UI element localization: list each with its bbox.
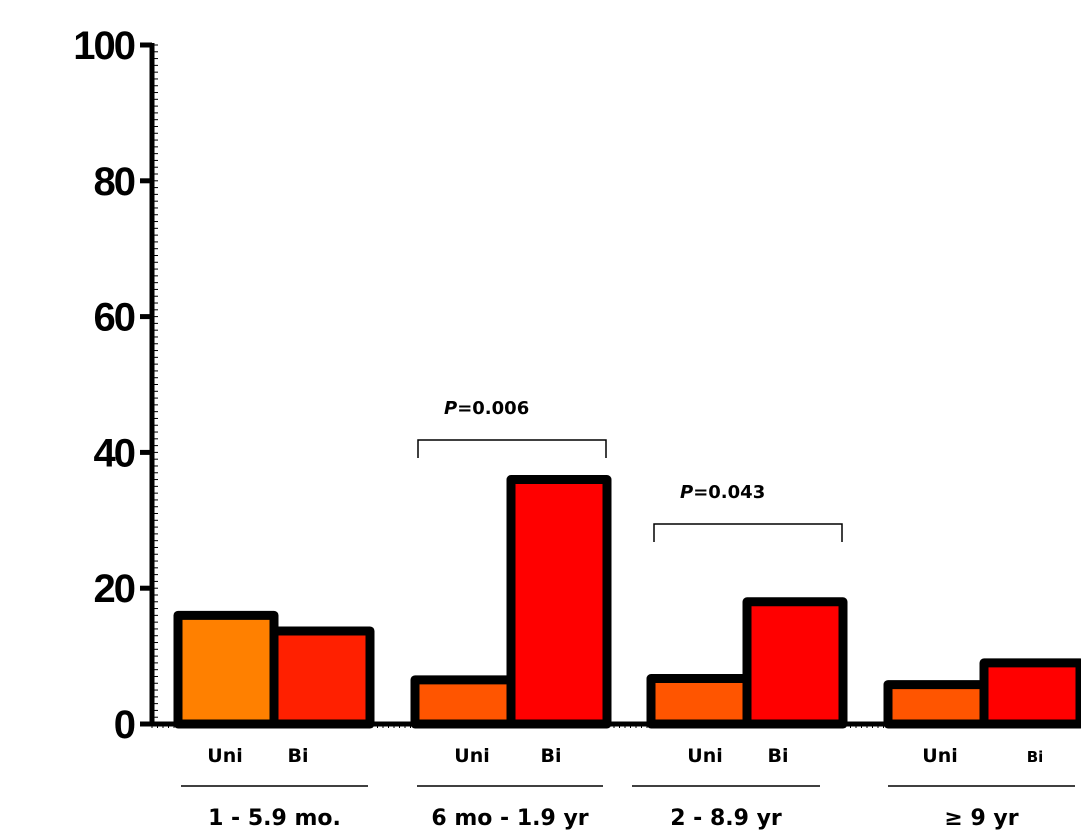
bar-label: Uni bbox=[207, 745, 242, 767]
p-value-label: P=0.043 bbox=[680, 482, 765, 503]
bar-label: Bi bbox=[1027, 748, 1044, 766]
bar-label: Bi bbox=[768, 745, 789, 767]
group-label: 6 mo - 1.9 yr bbox=[431, 806, 588, 831]
annotations: P=0.006 P=0.043 bbox=[417, 398, 843, 542]
y-tick-label: 100 bbox=[73, 24, 134, 68]
bar-bi bbox=[742, 597, 848, 729]
bar-uni bbox=[173, 610, 279, 729]
y-tick-label: 80 bbox=[94, 160, 135, 204]
bar-bi bbox=[506, 475, 612, 729]
p-value-label: P=0.006 bbox=[444, 398, 529, 419]
y-tick-label: 60 bbox=[94, 296, 135, 340]
bar-label: Uni bbox=[454, 745, 489, 767]
group-label: 1 - 5.9 mo. bbox=[208, 806, 341, 831]
significance-bracket bbox=[417, 439, 607, 458]
group-label: ≥ 9 yr bbox=[944, 806, 1018, 831]
bar-uni bbox=[410, 675, 516, 729]
bars bbox=[173, 475, 1081, 729]
bar-bi bbox=[269, 626, 375, 729]
y-tick-label: 20 bbox=[94, 567, 135, 611]
bar-bi bbox=[979, 658, 1081, 729]
bar-label: Uni bbox=[687, 745, 722, 767]
significance-bracket bbox=[653, 523, 843, 542]
bar-label: Uni bbox=[922, 745, 957, 767]
bar-uni bbox=[646, 674, 752, 729]
group-label: 2 - 8.9 yr bbox=[670, 806, 782, 831]
bar-label: Bi bbox=[288, 745, 309, 767]
category-labels: Uni Bi 1 - 5.9 mo. Uni Bi 6 mo - 1.9 yr Uni Bi 2… bbox=[181, 745, 1075, 831]
y-tick-label: 40 bbox=[94, 431, 135, 475]
bar-uni bbox=[883, 680, 989, 729]
bar-label: Bi bbox=[541, 745, 562, 767]
y-tick-label: 0 bbox=[114, 703, 135, 747]
